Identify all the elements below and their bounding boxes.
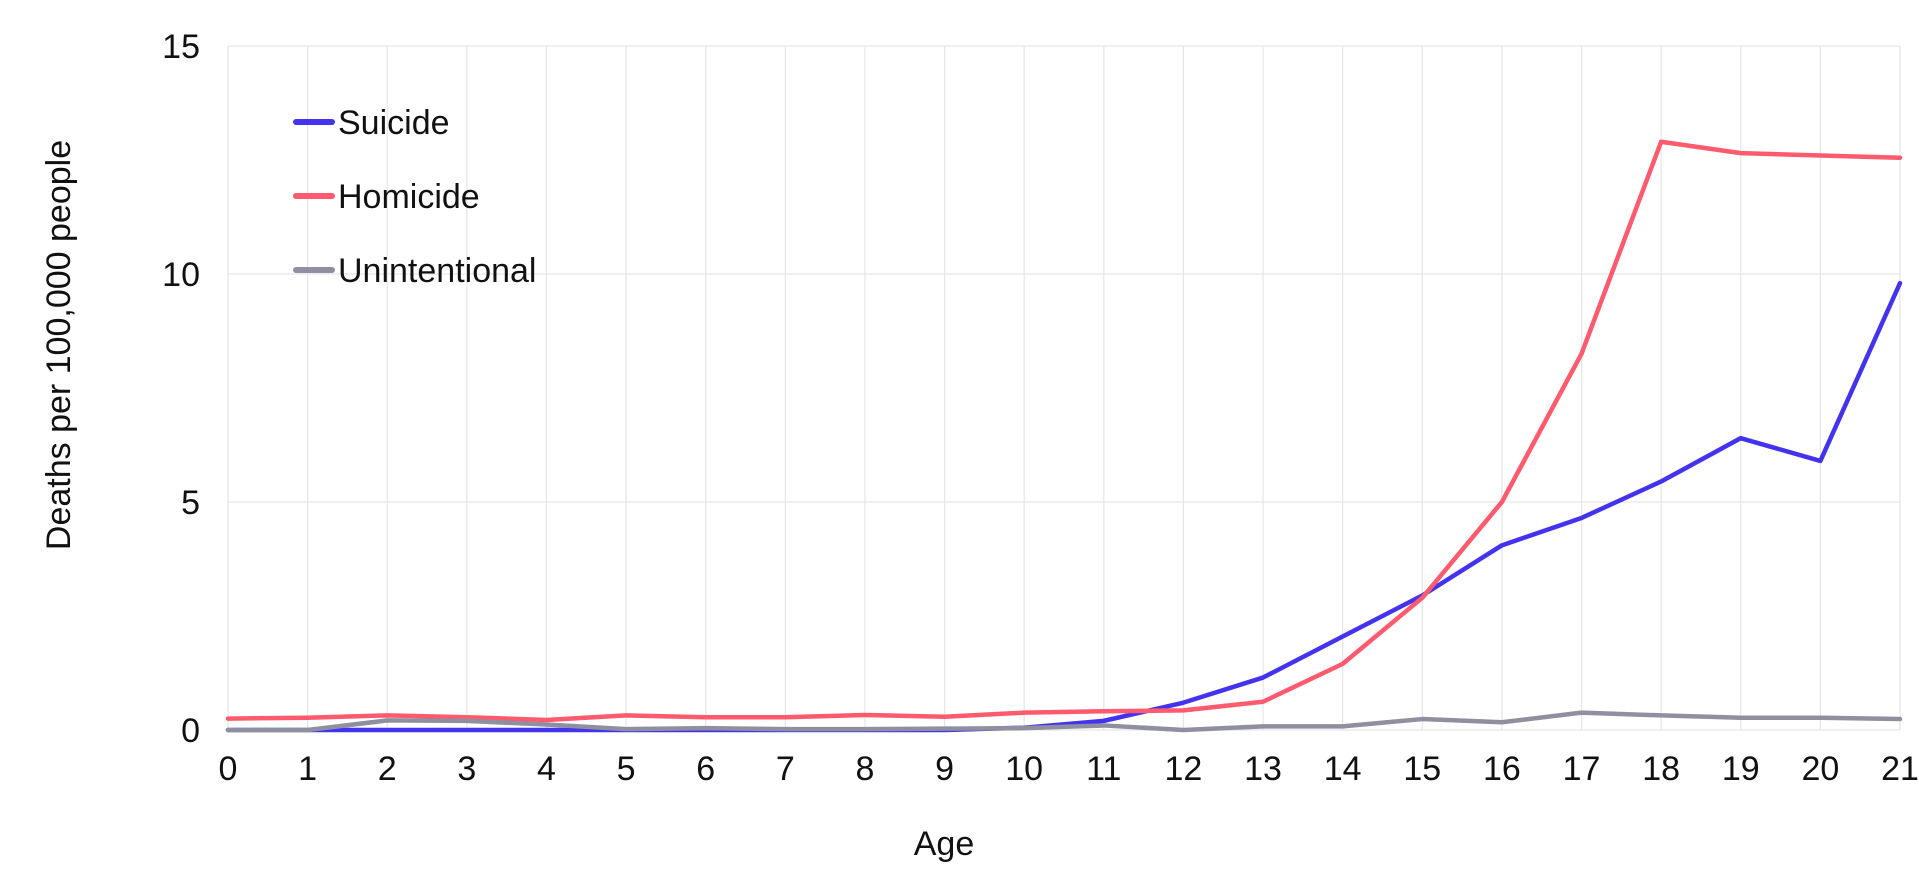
x-axis-ticks: 0 1 2 3 4 5 6 7 8 9 10 11 12 13 14 15 16 17 18 19 20 21 (219, 750, 1918, 788)
y-tick-label: 0 (181, 712, 200, 750)
y-tick-label: 15 (162, 28, 200, 66)
x-tick-label: 9 (935, 750, 954, 788)
y-axis-ticks: 0 5 10 15 (162, 28, 200, 750)
x-tick-label: 21 (1881, 750, 1918, 788)
x-tick-label: 11 (1086, 750, 1121, 788)
x-tick-label: 14 (1324, 750, 1362, 788)
legend-label: Unintentional (338, 252, 536, 290)
series-line-suicide (225, 280, 1903, 733)
x-tick-label: 15 (1403, 750, 1441, 788)
y-axis-title: Deaths per 100,000 people (40, 140, 78, 550)
x-tick-label: 12 (1165, 750, 1203, 788)
legend-item-suicide: Suicide (293, 104, 450, 142)
x-tick-label: 7 (776, 750, 795, 788)
x-tick-label: 4 (537, 750, 556, 788)
x-tick-label: 5 (617, 750, 636, 788)
legend-label: Homicide (338, 178, 480, 216)
x-tick-label: 8 (855, 750, 874, 788)
legend: Suicide Homicide Unintentional (293, 104, 536, 290)
series-line-unintentional (225, 710, 1903, 733)
x-tick-label: 13 (1244, 750, 1282, 788)
y-tick-label: 5 (181, 484, 200, 522)
series-lines (225, 139, 1903, 733)
x-tick-label: 18 (1642, 750, 1680, 788)
legend-label: Suicide (338, 104, 450, 142)
x-tick-label: 2 (378, 750, 397, 788)
x-tick-label: 17 (1563, 750, 1601, 788)
x-tick-label: 0 (219, 750, 238, 788)
x-tick-label: 3 (457, 750, 476, 788)
x-axis-title: Age (914, 825, 975, 863)
x-tick-label: 6 (696, 750, 715, 788)
x-tick-label: 1 (298, 750, 317, 788)
x-tick-label: 16 (1483, 750, 1521, 788)
x-tick-label: 20 (1801, 750, 1839, 788)
x-tick-label: 19 (1722, 750, 1760, 788)
series-line-homicide (225, 139, 1903, 723)
legend-item-homicide: Homicide (293, 178, 480, 216)
legend-item-unintentional: Unintentional (293, 252, 536, 290)
y-tick-label: 10 (162, 256, 200, 294)
gridlines (227, 45, 1901, 731)
x-tick-label: 10 (1005, 750, 1043, 788)
